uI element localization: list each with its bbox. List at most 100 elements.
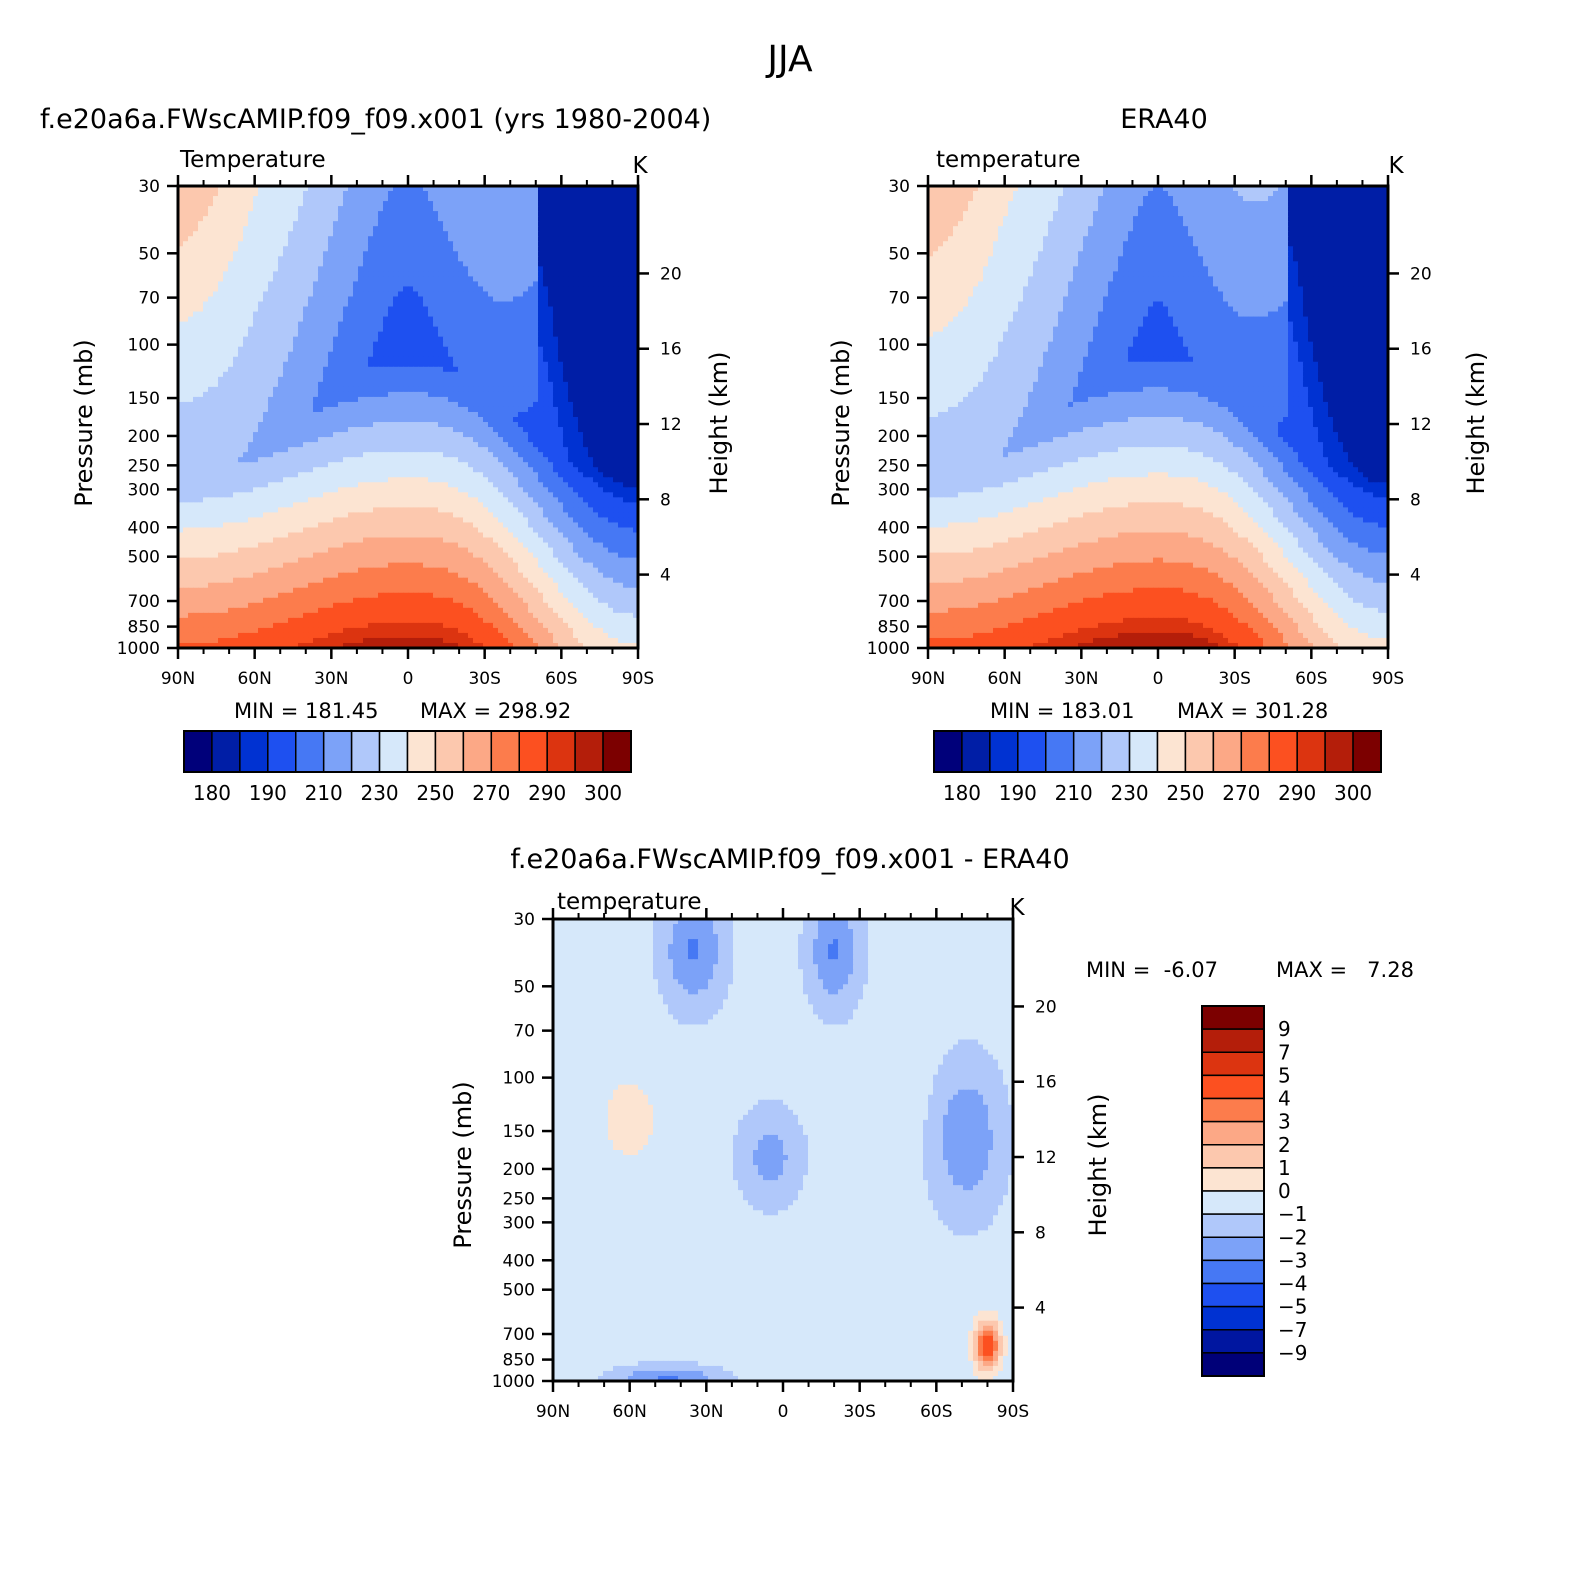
contour-cell [308, 241, 314, 247]
contour-cell [198, 196, 204, 202]
contour-cell [308, 236, 314, 242]
contour-cell [268, 216, 274, 222]
contour-cell [468, 236, 474, 242]
contour-cell [273, 201, 279, 207]
contour-cell [473, 211, 479, 217]
contour-cell [518, 266, 524, 272]
contour-cell [198, 261, 204, 267]
contour-cell [323, 256, 329, 262]
contour-cell [563, 261, 569, 267]
contour-cell [418, 241, 424, 247]
contour-cell [183, 261, 189, 267]
contour-cell [438, 226, 444, 232]
contour-cell [253, 196, 259, 202]
contour-cell [288, 226, 294, 232]
contour-cell [188, 206, 194, 212]
contour-cell [383, 216, 389, 222]
contour-cell [618, 251, 624, 257]
contour-cell [343, 211, 349, 217]
contour-cell [323, 231, 329, 237]
contour-cell [413, 191, 419, 197]
contour-cell [348, 191, 354, 197]
contour-cell [268, 196, 274, 202]
contour-cell [483, 216, 489, 222]
contour-cell [523, 261, 529, 267]
contour-cell [428, 231, 434, 237]
contour-cell [453, 231, 459, 237]
contour-cell [213, 261, 219, 267]
contour-cell [313, 206, 319, 212]
contour-cell [518, 206, 524, 212]
contour-cell [208, 246, 214, 252]
contour-cell [398, 221, 404, 227]
contour-cell [533, 236, 539, 242]
contour-cell [273, 226, 279, 232]
contour-cell [198, 236, 204, 242]
contour-cell [293, 236, 299, 242]
contour-cell [408, 221, 414, 227]
contour-cell [278, 226, 284, 232]
contour-cell [618, 236, 624, 242]
contour-cell [268, 226, 274, 232]
contour-cell [553, 216, 559, 222]
contour-cell [593, 196, 599, 202]
contour-cell [453, 206, 459, 212]
contour-cell [603, 256, 609, 262]
contour-cell [483, 221, 489, 227]
contour-cell [443, 251, 449, 257]
contour-cell [628, 216, 634, 222]
contour-cell [248, 216, 254, 222]
contour-cell [248, 256, 254, 262]
contour-cell [463, 201, 469, 207]
contour-cell [183, 196, 189, 202]
contour-cell [553, 221, 559, 227]
contour-cell [183, 191, 189, 197]
contour-cell [448, 226, 454, 232]
contour-cell [263, 211, 269, 217]
contour-cell [268, 191, 274, 197]
contour-cell [388, 191, 394, 197]
contour-cell [323, 191, 329, 197]
contour-cell [603, 211, 609, 217]
contour-cell [363, 231, 369, 237]
contour-cell [588, 241, 594, 247]
contour-cell [363, 256, 369, 262]
contour-cell [588, 256, 594, 262]
contour-cell [453, 196, 459, 202]
contour-cell [583, 231, 589, 237]
contour-cell [268, 221, 274, 227]
contour-cell [353, 261, 359, 267]
contour-cell [478, 231, 484, 237]
contour-cell [443, 221, 449, 227]
contour-cell [528, 241, 534, 247]
contour-cell [578, 236, 584, 242]
contour-cell [308, 191, 314, 197]
contour-cell [183, 216, 189, 222]
contour-cell [348, 256, 354, 262]
contour-cell [248, 206, 254, 212]
contour-cell [223, 206, 229, 212]
contour-cell [533, 231, 539, 237]
contour-cell [318, 261, 324, 267]
contour-cell [188, 256, 194, 262]
contour-cell [613, 206, 619, 212]
contour-cell [543, 201, 549, 207]
contour-cell [183, 246, 189, 252]
contour-cell [218, 266, 224, 272]
contour-cell [248, 266, 254, 272]
contour-cell [553, 246, 559, 252]
contour-cell [308, 201, 314, 207]
contour-cell [613, 216, 619, 222]
contour-cell [373, 221, 379, 227]
contour-cell [483, 251, 489, 257]
contour-cell [298, 266, 304, 272]
contour-cell [538, 191, 544, 197]
contour-cell [563, 266, 569, 272]
contour-cell [523, 251, 529, 257]
contour-cell [228, 256, 234, 262]
contour-cell [213, 231, 219, 237]
contour-cell [268, 251, 274, 257]
contour-cell [233, 251, 239, 257]
contour-cell [343, 221, 349, 227]
contour-cell [558, 231, 564, 237]
